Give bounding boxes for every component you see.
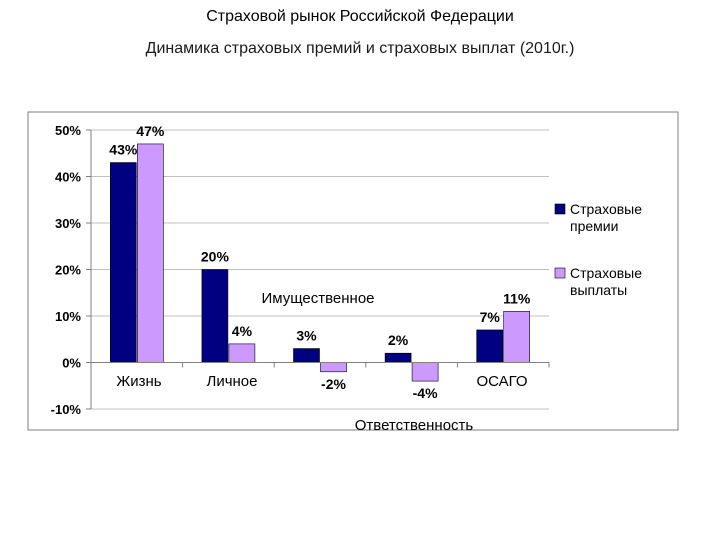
y-tick-label: 20% [55,263,81,278]
legend-swatch [554,203,566,215]
legend-label: выплаты [570,282,627,298]
data-label: -2% [321,376,346,392]
bar [476,329,504,363]
category-label: Жизнь [116,373,161,390]
chart-border [27,111,679,431]
y-tick-label: -10% [51,402,82,417]
y-tick-label: 10% [55,309,81,324]
bar [384,352,412,363]
data-label: 4% [232,323,253,339]
category-label: ОСАГО [476,373,527,390]
data-label: 2% [388,332,409,348]
data-label: 43% [109,142,138,158]
data-label: 20% [201,249,230,265]
data-label: -4% [413,385,438,401]
category-label: Личное [206,373,257,390]
y-tick-label: 0% [62,356,81,371]
data-label: 11% [503,290,531,306]
chart-title: Страховой рынок Российской Федерации [206,8,514,25]
bar [110,162,137,363]
y-tick-label: 30% [55,216,81,231]
legend-label: премии [570,218,618,234]
data-label: 3% [296,328,317,344]
bar [201,269,229,363]
bar [293,348,320,363]
y-tick-label: 50% [55,123,81,138]
legend-swatch [554,267,566,279]
category-label: Имущественное [261,290,374,307]
axes: 50% 40% 30% 20% 10% 0% -10% [51,123,550,417]
y-tick-label: 40% [55,170,81,185]
category-label: Ответственность [355,417,474,434]
bar [320,362,347,373]
data-label: 47% [136,123,165,139]
legend-label: Страховые [570,201,642,217]
bar [411,362,439,382]
bar [228,343,256,363]
bar [137,143,164,363]
data-labels: 43% 47% 20% 4% 3% -2% 2% -4% 7%11% Жизнь Личное Иму… [109,123,531,434]
chart-subtitle: Динамика страховых премий и страховых вы… [145,40,575,57]
bars [110,143,531,382]
legend-label: Страховые [570,265,642,281]
bar [503,311,531,363]
data-label: 7% [480,309,501,325]
